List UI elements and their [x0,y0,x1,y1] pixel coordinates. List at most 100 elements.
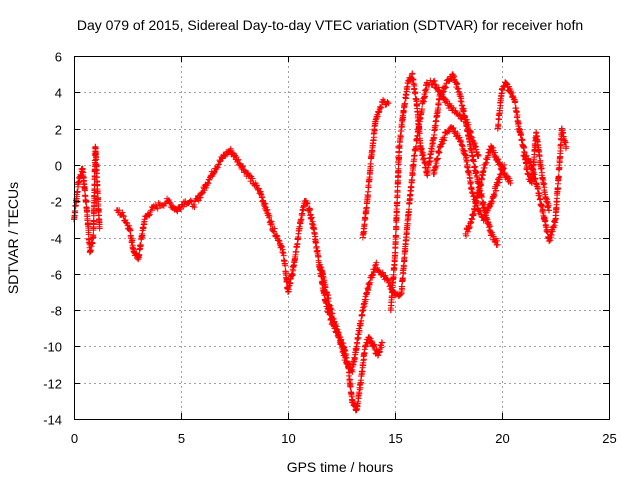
data-point-interp [399,275,406,282]
data-point-interp [367,160,374,167]
data-point [377,103,384,110]
data-point-interp [412,89,419,96]
data-point [96,225,103,232]
data-point-interp [386,277,393,284]
data-point-interp [518,136,525,143]
data-point-interp [273,232,280,239]
y-tick-label: 6 [55,50,62,65]
data-point-interp [421,93,428,100]
data-point-interp [249,175,256,182]
data-point-interp [393,208,400,215]
data-point-interp [419,106,426,113]
data-point-interp [154,205,161,212]
data-point [456,111,463,118]
data-point-interp [358,318,365,325]
data-point-interp [203,184,210,191]
data-point-interp [360,307,367,314]
data-point-interp [122,217,129,224]
data-point-interp [227,145,234,152]
data-point-interp [235,156,242,163]
data-point-interp [136,251,143,258]
data-point-interp [347,368,354,375]
data-point-interp [253,182,260,189]
data-point-interp [271,228,278,235]
data-point-interp [382,272,389,279]
data-point-interp [271,225,278,232]
data-point-interp [432,81,439,88]
y-axis-label: SDTVAR / TECUs [5,182,21,294]
x-tick-label: 25 [602,431,616,446]
data-point-interp [379,269,386,276]
data-point-interp [119,209,126,216]
data-point-interp [139,232,146,239]
data-point-interp [373,259,380,266]
y-tick-label: -8 [50,304,62,319]
data-point-interp [72,209,79,216]
data-point-interp [356,328,363,335]
data-point-interp [234,157,241,164]
data-point-interp [83,198,90,205]
data-point-interp [422,89,429,96]
data-point-interp [384,276,391,283]
data-point-interp [296,225,303,232]
data-point-interp [393,224,400,231]
data-point-interp [166,198,173,205]
data-point-interp [188,198,195,205]
data-point-interp [341,350,348,357]
data-point-interp [402,247,409,254]
data-point-interp [306,206,313,213]
data-point-interp [92,157,99,164]
data-point-interp [205,180,212,187]
data-point-interp [308,214,315,221]
data-point-interp [536,153,543,160]
data-point-interp [289,272,296,279]
data-point-interp [266,213,273,220]
y-tick-label: -12 [43,377,62,392]
data-point-interp [335,329,342,336]
data-point-interp [239,164,246,171]
data-points [71,70,570,414]
data-point-interp [431,77,438,84]
data-point-interp [394,200,401,207]
data-point-interp [325,295,332,302]
data-point-interp [328,306,335,313]
data-point-interp [197,194,204,201]
data-point-interp [195,197,202,204]
data-point-interp [214,164,221,171]
data-point-interp [336,333,343,340]
data-point-interp [423,85,430,92]
data-point-interp [127,226,134,233]
y-tick-label: -2 [50,195,62,210]
data-point-interp [444,97,451,104]
data-point-interp [378,344,385,351]
data-point-interp [406,206,413,213]
data-point-interp [329,310,336,317]
data-point-interp [211,169,218,176]
data-point-interp [264,206,271,213]
data-point-interp [358,379,365,386]
data-point-interp [472,163,479,170]
data-point-interp [241,167,248,174]
data-point-interp [334,326,341,333]
data-point-interp [268,221,275,228]
data-point [385,100,392,107]
data-point-interp [384,99,391,106]
y-tick-label: -6 [50,268,62,283]
data-point-interp [126,222,133,229]
data-point-interp [282,262,289,269]
x-tick-label: 0 [71,431,78,446]
data-point [379,339,386,346]
data-point-interp [120,213,127,220]
data-point-interp [327,305,334,312]
data-point-interp [274,233,281,240]
data-point-interp [239,163,246,170]
x-tick-label: 5 [178,431,185,446]
data-point-interp [347,383,354,390]
data-point [430,78,437,85]
data-point-interp [362,296,369,303]
y-tick-label: 4 [55,86,62,101]
data-point-interp [357,384,364,391]
chart-title: Day 079 of 2015, Sidereal Day-to-day VTE… [77,17,583,33]
data-point-interp [293,248,300,255]
